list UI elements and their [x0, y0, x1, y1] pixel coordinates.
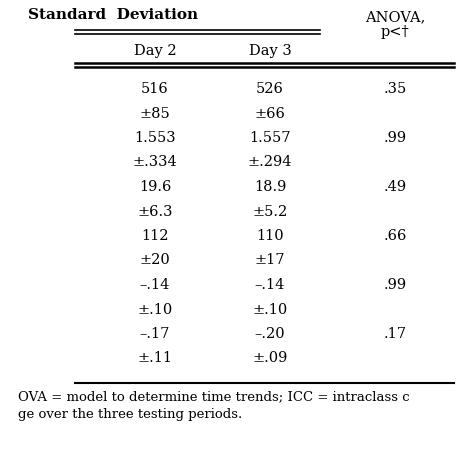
Text: ANOVA,: ANOVA,: [365, 10, 425, 24]
Text: ±6.3: ±6.3: [137, 204, 173, 219]
Text: –.14: –.14: [255, 278, 285, 292]
Text: –.17: –.17: [140, 327, 170, 341]
Text: 19.6: 19.6: [139, 180, 171, 194]
Text: .99: .99: [383, 131, 407, 145]
Text: ±.10: ±.10: [252, 302, 288, 317]
Text: ±.11: ±.11: [137, 352, 173, 365]
Text: ±20: ±20: [140, 254, 170, 267]
Text: p<†: p<†: [381, 25, 410, 39]
Text: .66: .66: [383, 229, 407, 243]
Text: 526: 526: [256, 82, 284, 96]
Text: .49: .49: [383, 180, 407, 194]
Text: .35: .35: [383, 82, 407, 96]
Text: Day 2: Day 2: [134, 44, 176, 58]
Text: 1.553: 1.553: [134, 131, 176, 145]
Text: –.20: –.20: [255, 327, 285, 341]
Text: ±5.2: ±5.2: [252, 204, 288, 219]
Text: ±.09: ±.09: [252, 352, 288, 365]
Text: 516: 516: [141, 82, 169, 96]
Text: Day 3: Day 3: [249, 44, 292, 58]
Text: 110: 110: [256, 229, 284, 243]
Text: ±.334: ±.334: [133, 155, 177, 170]
Text: 18.9: 18.9: [254, 180, 286, 194]
Text: ±17: ±17: [255, 254, 285, 267]
Text: ge over the three testing periods.: ge over the three testing periods.: [18, 408, 242, 421]
Text: ±66: ±66: [255, 107, 285, 120]
Text: ±.294: ±.294: [248, 155, 292, 170]
Text: ±85: ±85: [140, 107, 170, 120]
Text: 1.557: 1.557: [249, 131, 291, 145]
Text: OVA = model to determine time trends; ICC = intraclass c: OVA = model to determine time trends; IC…: [18, 390, 410, 403]
Text: –.14: –.14: [140, 278, 170, 292]
Text: Standard  Deviation: Standard Deviation: [28, 8, 198, 22]
Text: .17: .17: [383, 327, 407, 341]
Text: ±.10: ±.10: [137, 302, 173, 317]
Text: 112: 112: [141, 229, 169, 243]
Text: .99: .99: [383, 278, 407, 292]
